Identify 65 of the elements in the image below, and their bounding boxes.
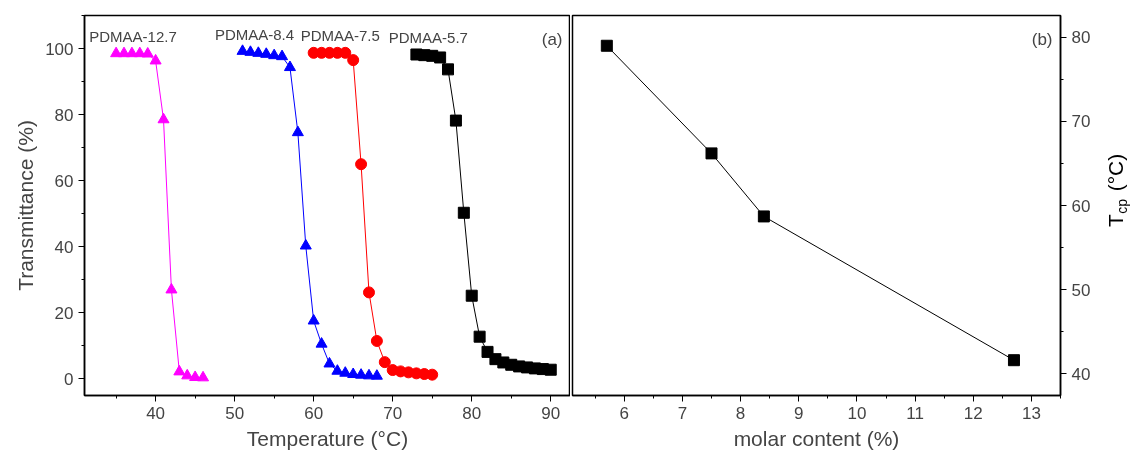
point bbox=[544, 363, 557, 376]
point bbox=[283, 60, 296, 72]
series-label: PDMAA-8.4 bbox=[214, 25, 295, 43]
x-tick-label: 10 bbox=[847, 403, 867, 423]
point bbox=[434, 51, 447, 64]
point bbox=[378, 356, 391, 369]
point bbox=[457, 206, 470, 219]
point bbox=[323, 356, 336, 368]
point bbox=[370, 334, 383, 347]
y-axis-title: Transmittance (%) bbox=[14, 120, 38, 291]
point bbox=[315, 337, 328, 348]
point bbox=[149, 53, 162, 65]
point bbox=[291, 125, 304, 137]
y2-tick-label: 70 bbox=[1071, 112, 1091, 132]
y-tick-label: 40 bbox=[54, 237, 74, 257]
x-tick-label: 80 bbox=[462, 403, 482, 423]
point bbox=[307, 313, 320, 325]
point bbox=[197, 370, 210, 382]
y-tick-label: 20 bbox=[54, 303, 74, 323]
point bbox=[757, 210, 770, 223]
point bbox=[600, 39, 613, 52]
x-tick-label: 8 bbox=[735, 403, 746, 423]
y2-tick-label: 40 bbox=[1071, 364, 1091, 384]
x-tick-label: 13 bbox=[1021, 403, 1041, 423]
x-tick-label: 50 bbox=[225, 403, 245, 423]
x-tick-label: 90 bbox=[541, 403, 561, 423]
point bbox=[347, 54, 360, 67]
point bbox=[299, 238, 312, 250]
x-axis-title: molar content (%) bbox=[733, 426, 900, 450]
y-tick-label: 0 bbox=[64, 369, 74, 389]
series-label: PDMAA-5.7 bbox=[388, 28, 468, 46]
point bbox=[157, 112, 170, 124]
y2-tick-label: 80 bbox=[1071, 28, 1091, 48]
point bbox=[705, 147, 718, 160]
point bbox=[165, 282, 178, 294]
point bbox=[355, 158, 368, 171]
x-tick-label: 40 bbox=[146, 403, 166, 423]
y2-tick-label: 60 bbox=[1071, 196, 1091, 216]
x-tick-label: 9 bbox=[794, 403, 804, 423]
point bbox=[362, 286, 375, 299]
point bbox=[1007, 354, 1020, 367]
x-axis-title: Temperature (°C) bbox=[246, 426, 409, 450]
y-tick-label: 80 bbox=[54, 105, 74, 125]
x-tick-label: 12 bbox=[963, 403, 983, 423]
point bbox=[473, 330, 486, 343]
x-tick-label: 60 bbox=[304, 403, 324, 423]
series-label: PDMAA-7.5 bbox=[300, 27, 380, 45]
series-label: PDMAA-12.7 bbox=[89, 27, 177, 45]
annotation: (b) bbox=[1031, 29, 1053, 49]
x-tick-label: 11 bbox=[906, 403, 924, 423]
x-tick-label: 70 bbox=[383, 403, 403, 423]
point bbox=[173, 364, 186, 376]
point bbox=[370, 369, 383, 380]
point bbox=[141, 46, 154, 58]
point bbox=[442, 63, 455, 76]
y-tick-label: 60 bbox=[54, 171, 74, 191]
y2-tick-label: 50 bbox=[1071, 280, 1091, 300]
x-tick-label: 7 bbox=[677, 403, 688, 423]
y-tick-label: 100 bbox=[45, 39, 74, 59]
x-tick-label: 6 bbox=[619, 403, 630, 423]
annotation: (a) bbox=[541, 29, 563, 49]
point bbox=[276, 49, 289, 61]
point bbox=[449, 114, 462, 127]
y2-axis-title: Tcp (°C) bbox=[1104, 153, 1130, 227]
point bbox=[465, 289, 478, 302]
